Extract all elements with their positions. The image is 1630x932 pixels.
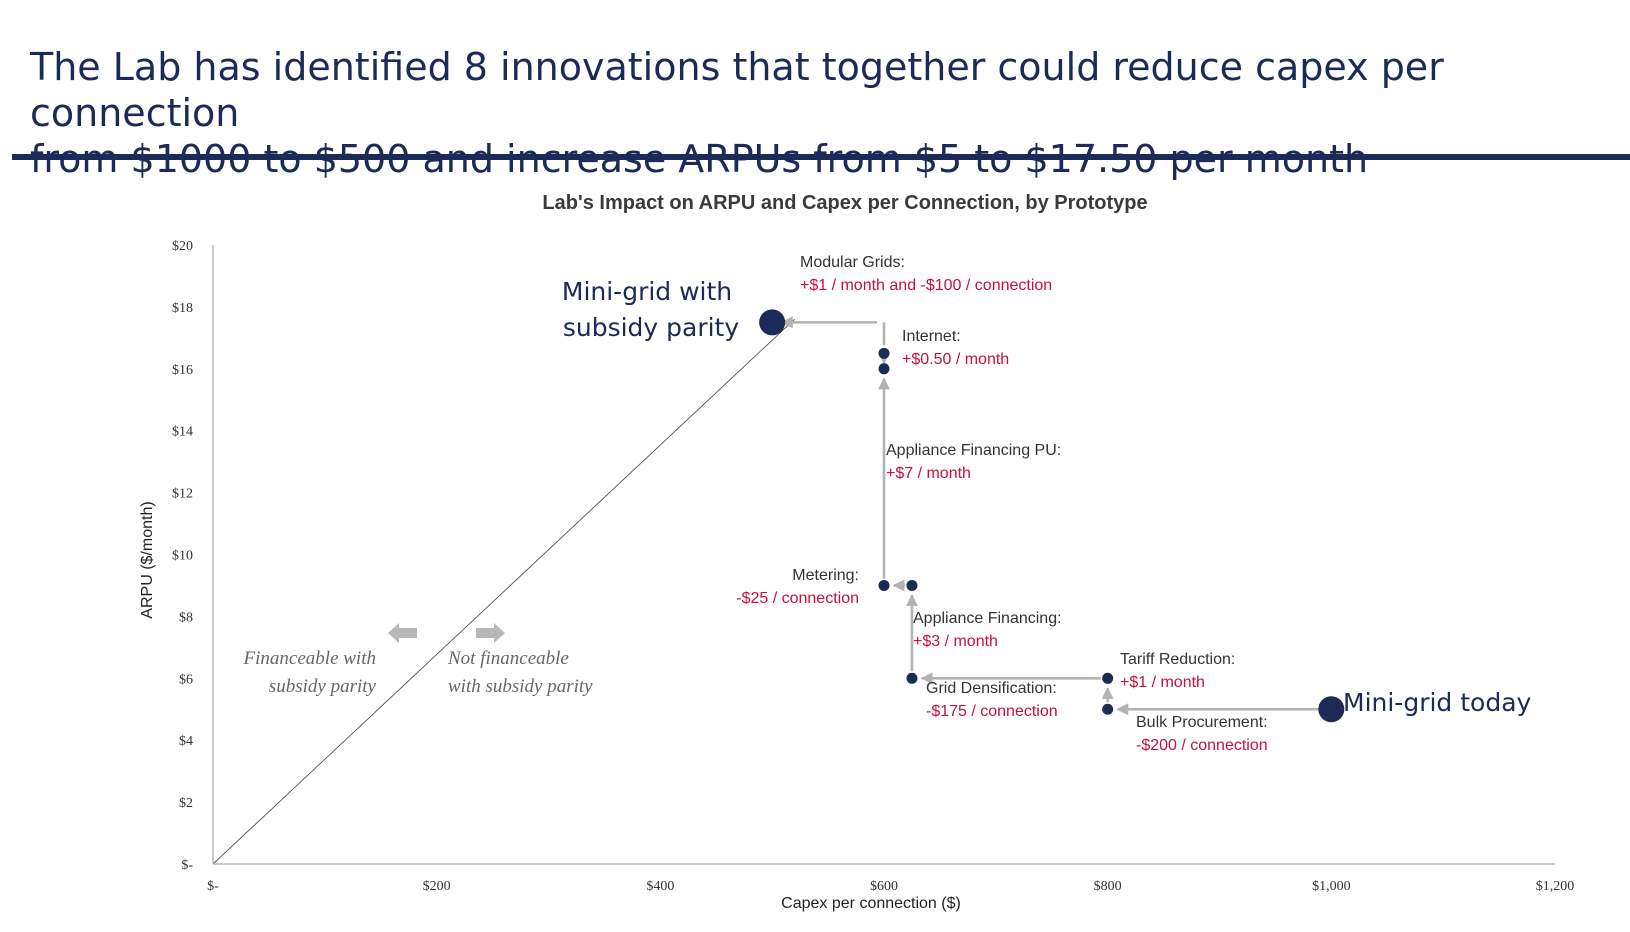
x-tick-label: $200: [423, 879, 451, 894]
step-point: [878, 363, 890, 375]
y-tick-label: $18: [172, 301, 193, 316]
chart-title: Lab's Impact on ARPU and Capex per Conne…: [542, 192, 1147, 214]
step-point: [1102, 703, 1114, 715]
grid-densification-label: Grid Densification:: [926, 680, 1057, 697]
y-axis-label: ARPU ($/month): [139, 501, 156, 618]
subsidy-parity-line: [212, 318, 795, 865]
y-tick-label: $8: [179, 610, 193, 625]
data-points: [759, 309, 1345, 723]
x-tick-label: $600: [870, 879, 898, 894]
subsidy-parity-label-line-2: subsidy parity: [563, 313, 740, 342]
tick-labels: $- $200 $400 $600 $800 $1,000 $1,200 $- $2 $4 $6 $8…: [172, 239, 1574, 894]
x-tick-label: $1,200: [1536, 879, 1575, 894]
y-tick-label: $-: [181, 858, 193, 873]
y-tick-label: $4: [179, 734, 193, 749]
zone-left-line-2: subsidy parity: [269, 676, 377, 697]
appliance-financing-pu-value: +$7 / month: [886, 465, 971, 482]
x-tick-label: $1,000: [1312, 879, 1351, 894]
y-tick-label: $6: [179, 672, 193, 687]
step-point: [1102, 672, 1114, 684]
tariff-reduction-label: Tariff Reduction:: [1120, 651, 1235, 668]
slide-title-line-1: The Lab has identified 8 innovations tha…: [30, 45, 1444, 135]
y-tick-label: $12: [172, 487, 193, 502]
appliance-financing-pu-label: Appliance Financing PU:: [886, 442, 1061, 459]
title-divider: [12, 154, 1630, 160]
x-axis-label: Capex per connection ($): [781, 895, 961, 912]
grid-densification-value: -$175 / connection: [926, 703, 1058, 720]
metering-label: Metering:: [792, 567, 859, 584]
appliance-financing-value: +$3 / month: [913, 633, 998, 650]
zone-right-line-2: with subsidy parity: [448, 676, 593, 697]
milestone-point: [759, 309, 786, 336]
x-tick-label: $-: [207, 879, 219, 894]
left-arrow-icon: [388, 623, 417, 643]
metering-value: -$25 / connection: [736, 590, 859, 607]
mini-grid-today-label: Mini-grid today: [1343, 688, 1532, 717]
subsidy-parity-label: Mini-grid with subsidy parity: [562, 277, 740, 342]
axes: [212, 245, 1555, 865]
x-tick-label: $400: [646, 879, 674, 894]
right-arrow-icon: [476, 623, 505, 643]
step-point: [906, 579, 918, 591]
zone-left-line-1: Financeable with: [243, 648, 376, 669]
zone-right-line-1: Not financeable: [447, 648, 569, 669]
reference-layer: [212, 318, 795, 865]
step-point: [878, 347, 890, 359]
appliance-financing-label: Appliance Financing:: [913, 610, 1062, 627]
y-tick-label: $20: [172, 239, 193, 254]
step-arrows: [780, 316, 1325, 716]
tariff-reduction-value: +$1 / month: [1120, 674, 1205, 691]
milestone-point: [1318, 696, 1345, 723]
y-tick-label: $2: [179, 796, 193, 811]
step-point: [878, 579, 890, 591]
y-tick-label: $16: [172, 363, 193, 378]
x-tick-label: $800: [1094, 879, 1122, 894]
internet-label: Internet:: [902, 328, 961, 345]
internet-value: +$0.50 / month: [902, 351, 1009, 368]
modular-grids-label: Modular Grids:: [800, 254, 905, 271]
modular-grids-value: +$1 / month and -$100 / connection: [800, 277, 1052, 294]
y-tick-label: $14: [172, 425, 193, 440]
y-tick-label: $10: [172, 549, 193, 564]
bulk-procurement-value: -$200 / connection: [1136, 737, 1268, 754]
subsidy-parity-label-line-1: Mini-grid with: [562, 277, 732, 306]
step-point: [906, 672, 918, 684]
bulk-procurement-label: Bulk Procurement:: [1136, 714, 1268, 731]
